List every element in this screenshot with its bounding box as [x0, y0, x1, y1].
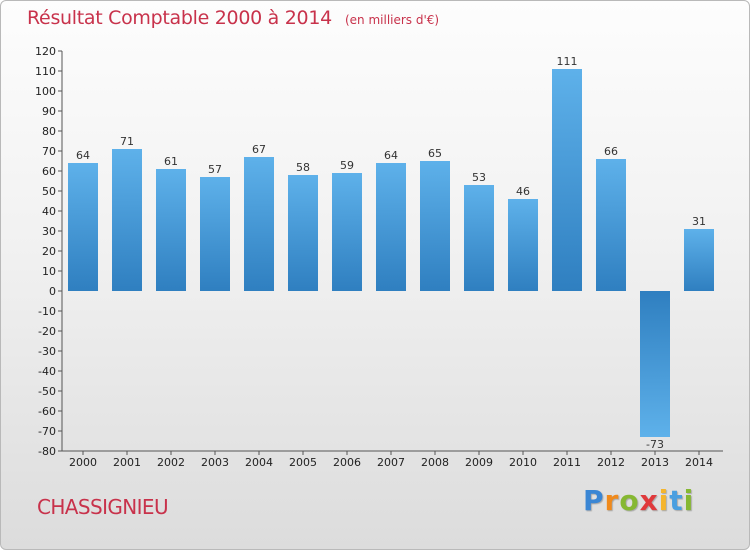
value-label-2011: 111 [557, 55, 578, 68]
y-tick-label: 70 [42, 145, 56, 158]
bar-2008 [420, 161, 450, 291]
x-tick-label: 2014 [685, 456, 713, 469]
x-tick-label: 2010 [509, 456, 537, 469]
value-label-2002: 61 [164, 155, 178, 168]
value-label-2012: 66 [604, 145, 618, 158]
x-tick-label: 2005 [289, 456, 317, 469]
logo-letter: t [669, 484, 684, 517]
x-tick-label: 2004 [245, 456, 273, 469]
y-tick-label: 10 [42, 265, 56, 278]
x-tick-label: 2012 [597, 456, 625, 469]
y-tick-label: 50 [42, 185, 56, 198]
value-label-2009: 53 [472, 171, 486, 184]
value-label-2006: 59 [340, 159, 354, 172]
bar-2006 [332, 173, 362, 291]
proxiti-logo[interactable]: Proxiti [583, 484, 694, 517]
y-tick-label: 80 [42, 125, 56, 138]
bar-2004 [244, 157, 274, 291]
y-tick-label: 90 [42, 105, 56, 118]
chart-title: Résultat Comptable 2000 à 2014 [27, 7, 332, 29]
title-row: Résultat Comptable 2000 à 2014 (en milli… [27, 7, 439, 29]
logo-letter: r [604, 484, 620, 517]
y-tick-label: 20 [42, 245, 56, 258]
bar-2013 [640, 291, 670, 437]
x-tick-label: 2000 [69, 456, 97, 469]
y-tick-label: 60 [42, 165, 56, 178]
x-tick-label: 2008 [421, 456, 449, 469]
bar-2014 [684, 229, 714, 291]
y-tick-label: -50 [38, 385, 56, 398]
value-label-2008: 65 [428, 147, 442, 160]
y-tick-label: -30 [38, 345, 56, 358]
logo-letter: x [639, 484, 659, 517]
x-tick-label: 2003 [201, 456, 229, 469]
bar-2001 [112, 149, 142, 291]
value-label-2013: -73 [646, 438, 664, 451]
x-tick-label: 2009 [465, 456, 493, 469]
bar-2010 [508, 199, 538, 291]
bar-2002 [156, 169, 186, 291]
logo-letter: P [583, 484, 605, 517]
x-tick-label: 2007 [377, 456, 405, 469]
y-tick-label: 30 [42, 225, 56, 238]
logo-letter: i [658, 484, 670, 517]
bar-2003 [200, 177, 230, 291]
y-tick-label: -40 [38, 365, 56, 378]
y-tick-label: 120 [35, 45, 56, 58]
value-label-2014: 31 [692, 215, 706, 228]
value-label-2000: 64 [76, 149, 90, 162]
value-label-2001: 71 [120, 135, 134, 148]
value-label-2005: 58 [296, 161, 310, 174]
y-tick-label: -70 [38, 425, 56, 438]
y-tick-label: -80 [38, 445, 56, 458]
y-tick-label: -60 [38, 405, 56, 418]
value-label-2004: 67 [252, 143, 266, 156]
logo-letter: i [683, 484, 695, 517]
commune-name: CHASSIGNIEU [37, 495, 169, 519]
value-label-2007: 64 [384, 149, 398, 162]
logo-letter: o [619, 484, 640, 517]
x-tick-label: 2002 [157, 456, 185, 469]
labels: 64 71 61 57 67 58 59 64 65 53 46 111 66 -73 31 [76, 55, 706, 451]
x-tick-label: 2001 [113, 456, 141, 469]
value-label-2010: 46 [516, 185, 530, 198]
bar-2007 [376, 163, 406, 291]
y-tick-label: 0 [49, 285, 56, 298]
y-tick-label: -10 [38, 305, 56, 318]
bar-2009 [464, 185, 494, 291]
value-label-2003: 57 [208, 163, 222, 176]
x-tick-label: 2013 [641, 456, 669, 469]
bar-2000 [68, 163, 98, 291]
bar-2011 [552, 69, 582, 291]
bar-2012 [596, 159, 626, 291]
x-tick-label: 2011 [553, 456, 581, 469]
bar-2005 [288, 175, 318, 291]
x-tick-label: 2006 [333, 456, 361, 469]
chart-unit: (en milliers d'€) [344, 13, 440, 27]
axes: 1201101009080706050403020100-10-20-30-40… [35, 45, 723, 469]
bars [68, 69, 714, 437]
y-tick-label: 110 [35, 65, 56, 78]
y-tick-label: 100 [35, 85, 56, 98]
y-tick-label: 40 [42, 205, 56, 218]
y-tick-label: -20 [38, 325, 56, 338]
